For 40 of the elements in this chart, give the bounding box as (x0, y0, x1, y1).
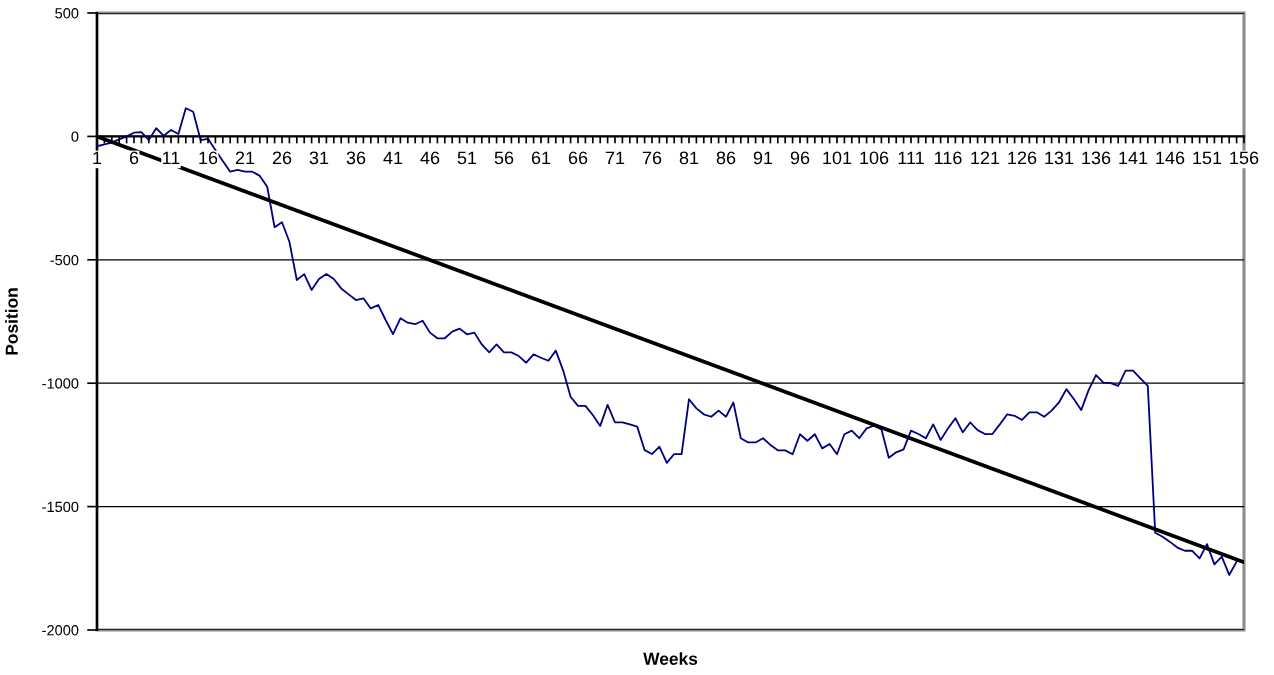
x-tick-label: 46 (420, 151, 440, 165)
x-tick-label: 31 (309, 151, 329, 165)
y-tick-label: 0 (71, 131, 79, 142)
x-tick-label: 26 (272, 151, 292, 165)
x-tick-label: 11 (163, 151, 180, 165)
x-tick-label: 76 (642, 151, 662, 165)
x-tick-label: 51 (457, 151, 477, 165)
x-tick-label: 1 (93, 151, 102, 165)
x-tick-label: 6 (129, 151, 139, 165)
x-tick-label: 96 (790, 151, 810, 165)
y-axis-title: Position (5, 288, 18, 355)
x-tick-label: 111 (898, 151, 924, 165)
x-tick-label: 146 (1156, 151, 1185, 165)
y-tick-label: -1000 (42, 378, 79, 389)
x-tick-label: 136 (1082, 151, 1111, 165)
x-tick-label: 141 (1119, 151, 1148, 165)
y-tick-label: 500 (55, 8, 79, 19)
x-tick-label: 151 (1193, 151, 1222, 165)
y-tick-label: -2000 (42, 625, 79, 636)
x-tick-label: 156 (1230, 151, 1259, 165)
x-tick-label: 121 (971, 151, 1000, 165)
x-tick-label: 21 (235, 151, 255, 165)
x-tick-label: 106 (860, 151, 889, 165)
x-tick-label: 16 (199, 151, 218, 165)
x-tick-label: 81 (679, 151, 699, 165)
x-tick-label: 41 (383, 151, 403, 165)
x-tick-label: 91 (753, 151, 773, 165)
x-tick-label: 116 (934, 151, 962, 165)
x-tick-label: 131 (1045, 151, 1074, 165)
y-tick-label: -500 (50, 254, 79, 266)
x-tick-label: 56 (494, 151, 514, 165)
x-tick-label: 101 (823, 151, 852, 165)
x-tick-label: 66 (568, 151, 588, 165)
x-axis-title: Weeks (643, 652, 698, 665)
x-tick-label: 61 (531, 151, 551, 165)
x-tick-label: 86 (716, 151, 736, 165)
x-tick-label: 71 (605, 151, 625, 165)
x-tick-label: 36 (346, 151, 366, 165)
x-tick-label: 126 (1008, 151, 1037, 165)
y-tick-label: -1500 (42, 501, 79, 513)
